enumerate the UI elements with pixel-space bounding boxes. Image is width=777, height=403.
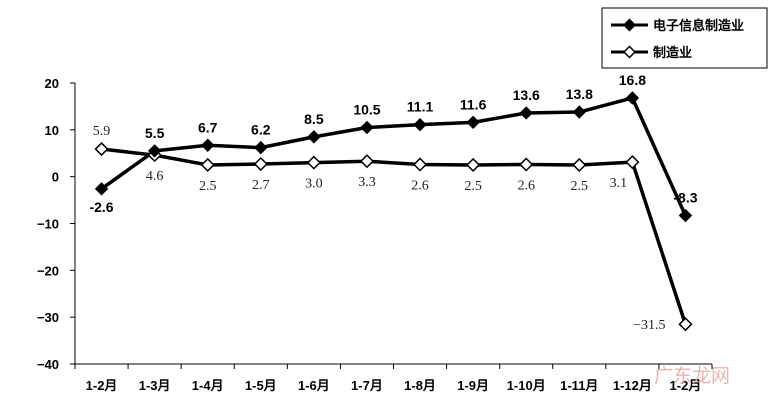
data-label-series-0: -8.3 [673,190,697,206]
data-label-series-0: 13.8 [566,86,593,102]
data-label-series-1: 3.1 [610,176,628,191]
data-point-series-1 [678,317,693,332]
data-label-series-0: 16.8 [619,72,646,88]
x-tick-label: 1-11月 [560,378,598,393]
y-tick-label: −30 [37,310,59,325]
data-point-series-1 [625,155,640,170]
data-point-series-0 [201,138,215,152]
data-point-series-0 [625,91,640,105]
data-point-series-0 [678,208,693,223]
axes: 20 10 0 −10 −20 −30 −40 1-2月 1-3月 1-4月 1-5月 1-6月 1-7… [37,76,713,393]
data-point-series-0 [94,182,109,196]
series-lines [100,96,688,325]
legend-marker-0 [622,18,637,32]
y-tick-label: 0 [52,170,59,185]
x-tick-label: 1-12月 [613,378,652,393]
x-tick-label: 1-3月 [139,378,171,393]
data-point-series-1 [306,155,321,170]
data-point-series-1 [200,157,215,173]
data-label-series-0: 8.5 [304,111,324,127]
data-label-series-1: 2.5 [464,179,482,194]
y-tick-label: 10 [45,123,59,138]
data-point-series-0 [466,115,480,130]
y-tick-label: −20 [37,263,59,278]
data-point-series-1 [412,157,428,172]
data-label-series-0: 5.5 [145,125,165,141]
x-tick-label: 1-5月 [245,378,277,393]
data-label-series-1: 2.7 [252,178,270,193]
data-label-series-1: 3.0 [305,177,323,192]
data-label-series-1: 4.6 [146,169,164,184]
watermark-text: 广东龙网 [654,365,730,387]
data-label-series-0: 11.6 [460,96,487,112]
legend-marker-1 [622,45,637,59]
y-tick-label: −40 [37,357,59,372]
data-point-series-0 [307,130,321,144]
x-tick-label: 1-4月 [192,378,224,393]
y-tick-label: 20 [45,76,59,91]
x-tick-label: 1-9月 [457,378,489,393]
data-point-series-1 [572,157,587,173]
data-label-series-1: 2.6 [517,178,535,193]
data-label-series-1: 3.3 [358,175,376,190]
data-point-series-0 [413,117,427,132]
data-label-series-0: 6.7 [198,119,218,135]
x-tick-label: 1-10月 [507,378,546,393]
data-label-series-0: 6.2 [251,122,271,138]
data-labels: -2.6 5.5 6.7 6.2 8.5 10.5 11.1 11.6 13.6 13.8 16.8… [89,72,697,333]
data-label-series-0: 13.6 [513,87,540,103]
data-label-series-0: 10.5 [353,101,380,117]
data-point-series-1 [94,141,109,157]
legend-label-1: 制造业 [653,45,692,61]
data-label-series-1: 2.5 [571,179,589,194]
data-point-series-1 [359,154,375,169]
data-point-series-0 [360,120,374,135]
data-point-series-0 [572,105,586,119]
data-label-series-0: 11.1 [407,99,434,115]
markers [94,91,693,332]
data-point-series-1 [466,157,481,173]
series-line-0 [100,96,688,217]
x-tick-label: 1-6月 [298,378,330,393]
data-label-series-1: 5.9 [93,124,111,139]
x-tick-label: 1-2月 [86,378,118,393]
x-tick-label: 1-8月 [404,378,436,393]
legend-label-0: 电子信息制造业 [653,18,744,34]
data-label-series-1: 2.5 [199,179,217,194]
data-label-series-0: -2.6 [89,199,113,215]
y-tick-label: −10 [37,217,59,232]
x-tick-label: 1-7月 [351,378,383,393]
series-line-1 [101,147,688,325]
data-label-series-1: 2.6 [411,178,429,193]
data-point-series-0 [254,140,268,155]
data-point-series-1 [253,156,268,172]
data-point-series-1 [519,157,534,172]
x-tick-label: 1-2月 [670,378,702,393]
data-label-series-1: −31.5 [633,318,665,333]
data-point-series-0 [519,106,533,120]
data-point-series-0 [147,144,162,158]
